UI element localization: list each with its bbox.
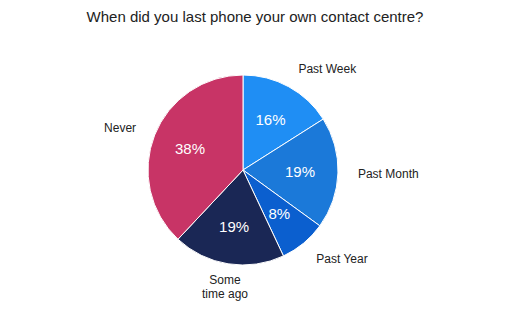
- category-label: Past Week: [298, 62, 357, 76]
- category-label-line: time ago: [202, 287, 248, 301]
- category-label: Past Year: [316, 252, 367, 266]
- slice: [148, 75, 243, 239]
- title: When did you last phone your own contact…: [87, 8, 424, 25]
- data-label: 8%: [268, 205, 290, 222]
- category-label: Never: [104, 121, 136, 135]
- data-label: 38%: [175, 140, 205, 157]
- category-label-line: Some: [209, 273, 241, 287]
- data-label: 19%: [285, 163, 315, 180]
- data-label: 16%: [255, 111, 285, 128]
- data-label: 19%: [219, 218, 249, 235]
- pie: 16% 19% 8% 19% 38% Past Week Past Month Past Ye…: [104, 62, 419, 300]
- category-label: Sometime ago: [202, 273, 248, 301]
- chart: When did you last phone your own contact…: [0, 0, 510, 325]
- category-label: Past Month: [358, 167, 419, 181]
